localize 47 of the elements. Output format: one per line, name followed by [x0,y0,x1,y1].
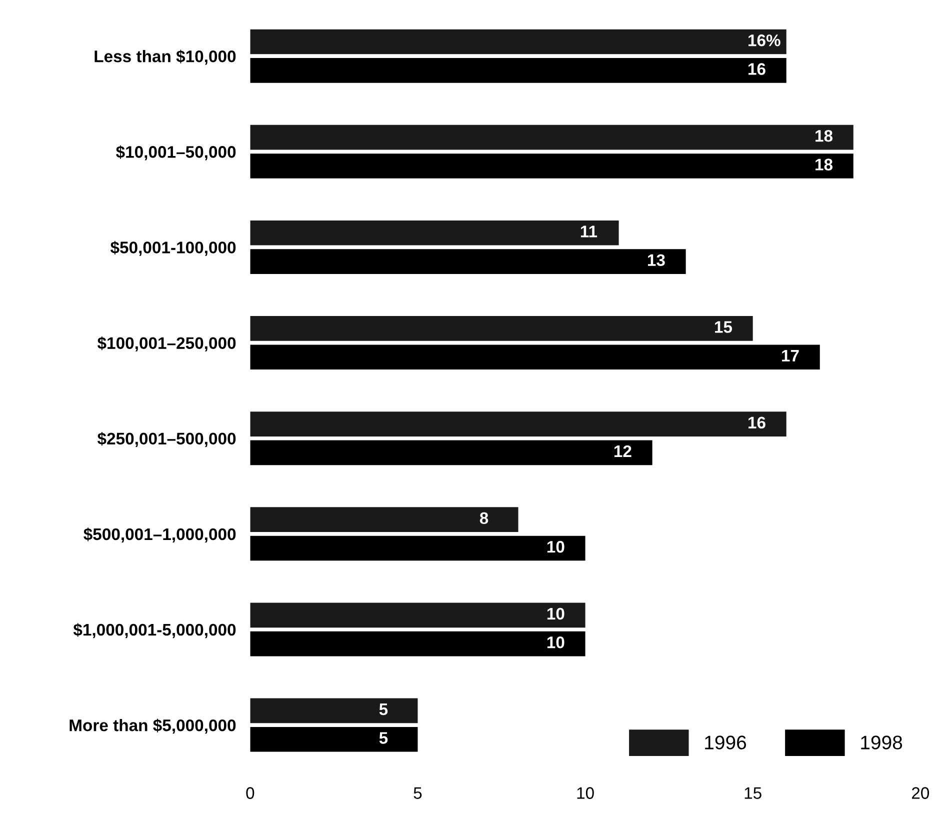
bar [250,412,786,436]
data-label: 5 [379,732,388,744]
x-tick-label: 0 [246,787,254,799]
bar [250,536,586,561]
bar [250,316,753,341]
data-label: 16 [748,63,766,75]
bar [250,440,652,466]
bar [250,249,686,274]
data-label: 16% [748,34,780,46]
bar [250,220,619,246]
data-label: 18 [816,158,833,170]
data-label: 12 [614,445,632,457]
bar [250,698,418,724]
x-tick-label: 20 [912,787,930,799]
bar [250,29,786,54]
y-tick-label: $500,001–1,000,000 [84,528,236,543]
legend-label: 1996 [705,736,746,750]
bar [250,154,854,178]
y-tick-label: More than $5,000,000 [70,718,236,734]
y-tick-label: $1,000,001-5,000,000 [73,623,236,638]
bar [250,602,586,628]
x-tick-label: 10 [577,787,594,799]
data-label: 15 [715,321,732,333]
data-label: 10 [547,540,564,553]
bar [250,124,854,150]
data-label: 11 [580,226,598,238]
bar [250,344,820,370]
bar [250,58,786,83]
y-tick-label: $250,001–500,000 [97,432,236,447]
data-label: 16 [748,416,766,428]
y-tick-label: $10,001–50,000 [116,145,236,160]
data-label: 18 [816,130,833,142]
data-label: 5 [379,704,388,716]
bar [250,726,418,752]
data-label: 17 [782,350,799,362]
y-tick-label: $100,001–250,000 [97,336,236,352]
x-tick-label: 5 [414,787,422,799]
data-label: 13 [648,254,665,266]
legend-label: 1998 [861,736,902,750]
x-tick-label: 15 [744,787,762,799]
data-label: 8 [480,512,488,524]
bar [250,631,586,656]
y-tick-label: $50,001-100,000 [110,240,236,256]
y-tick-label: Less than $10,000 [94,50,236,65]
bar [250,507,518,532]
data-label: 10 [547,636,564,648]
data-label: 10 [547,608,564,620]
